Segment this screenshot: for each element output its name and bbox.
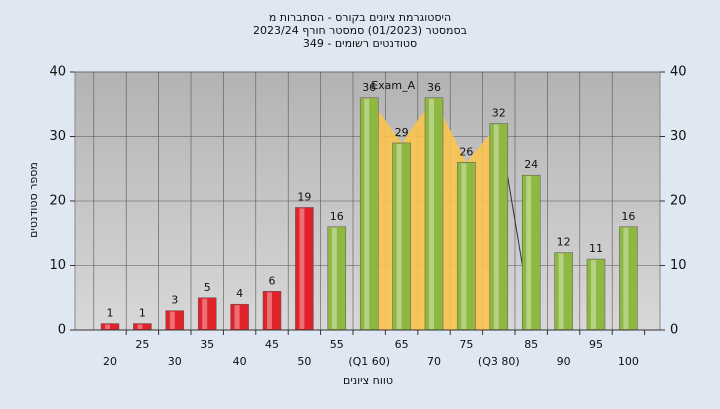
x-tick-label: 30 [168, 355, 182, 368]
bar-shine [234, 305, 240, 329]
x-tick-label: (Q1 60) [348, 355, 390, 368]
bar-shine [364, 98, 370, 329]
y-tick-label: 0 [58, 323, 66, 338]
value-label: 5 [204, 281, 211, 294]
chart-title: היסטוגרמת ציונים בקורס - הסתברות מ [269, 11, 451, 24]
x-tick-label: 50 [297, 355, 311, 368]
value-label: 6 [269, 274, 276, 287]
y2-tick-label: 10 [670, 258, 687, 273]
x-tick-label: 25 [135, 338, 149, 351]
value-label: 1 [107, 307, 114, 320]
bar-shine [105, 324, 110, 329]
y-tick-label: 40 [49, 65, 66, 80]
y-tick-label: 20 [49, 194, 66, 209]
y2-tick-label: 0 [670, 323, 678, 338]
x-axis-label: טווח ציונים [343, 374, 393, 387]
bar-shine [493, 124, 499, 329]
x-tick-label: 20 [103, 355, 117, 368]
x-tick-label: 85 [524, 338, 538, 351]
x-tick-label: 55 [330, 338, 344, 351]
x-tick-label: 40 [233, 355, 247, 368]
value-label: 3 [171, 294, 178, 307]
value-label: 16 [621, 210, 635, 223]
value-label: 12 [557, 236, 571, 249]
value-label: 32 [492, 107, 506, 120]
annotation: Exam_A [371, 79, 415, 92]
y2-tick-label: 20 [670, 194, 687, 209]
bar-shine [526, 176, 532, 329]
x-tick-label: 70 [427, 355, 441, 368]
value-label: 1 [139, 307, 146, 320]
bar-shine [299, 208, 305, 329]
y-tick-label: 30 [49, 129, 66, 144]
chart-subtitle: סטודנטים רשומים - 349 [303, 37, 417, 50]
bar-shine [558, 253, 564, 329]
x-tick-label: 35 [200, 338, 214, 351]
bar-shine [429, 98, 434, 329]
bar-shine [396, 143, 402, 329]
value-label: 36 [362, 81, 376, 94]
value-label: 36 [427, 81, 441, 94]
y2-tick-label: 30 [670, 129, 687, 144]
bar-shine [331, 227, 337, 329]
x-tick-label: (Q3 80) [478, 355, 520, 368]
x-tick-label: 45 [265, 338, 279, 351]
bar-shine [461, 163, 467, 329]
value-label: 16 [330, 210, 344, 223]
bar-shine [591, 260, 596, 329]
bar-shine [267, 292, 272, 329]
y2-tick-label: 40 [670, 65, 687, 80]
value-label: 19 [297, 190, 311, 203]
x-tick-label: 90 [557, 355, 571, 368]
value-label: 24 [524, 158, 538, 171]
bar-shine [137, 324, 143, 329]
bar-shine [623, 227, 629, 329]
x-tick-label: 65 [395, 338, 409, 351]
bar-shine [169, 311, 175, 329]
bar-shine [202, 298, 208, 329]
x-tick-label: 95 [589, 338, 603, 351]
x-tick-label: 75 [459, 338, 473, 351]
value-label: 4 [236, 287, 243, 300]
value-label: 11 [589, 242, 603, 255]
y-tick-label: 10 [49, 258, 66, 273]
y-axis-label: מספר סטודנטים [27, 162, 40, 238]
x-tick-label: 100 [618, 355, 639, 368]
value-label: 26 [459, 145, 473, 158]
chart-subtitle: בסמסטר (01/2023) סמסטר חורף 2023/24 [253, 24, 467, 37]
value-label: 29 [395, 126, 409, 139]
